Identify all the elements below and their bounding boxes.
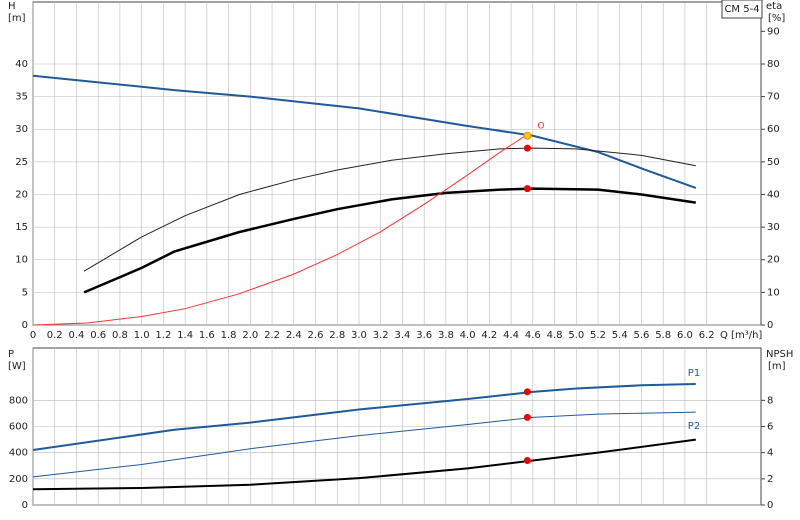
- x-tick-label: 3.4: [394, 330, 410, 341]
- y2-axis-label: NPSH: [766, 349, 793, 360]
- y-tick-label: 400: [9, 448, 28, 459]
- y-axis-unit: [m]: [8, 13, 26, 24]
- operating-point: [523, 388, 531, 396]
- y2-tick-label: 10: [767, 287, 780, 298]
- x-tick-label: 5.6: [634, 330, 650, 341]
- x-axis-label: Q [m³/h]: [720, 330, 762, 341]
- y2-tick-label: 60: [767, 124, 780, 135]
- y-tick-label: 0: [22, 320, 28, 331]
- operating-point: [523, 185, 531, 193]
- x-tick-label: 4.8: [547, 330, 563, 341]
- x-tick-label: 4.4: [503, 330, 519, 341]
- y-tick-label: 35: [15, 92, 28, 103]
- x-tick-label: 1.6: [199, 330, 215, 341]
- x-tick-label: 2.4: [286, 330, 302, 341]
- x-tick-label: 2.8: [329, 330, 345, 341]
- x-tick-label: 0.4: [69, 330, 85, 341]
- curve: [32, 74, 697, 189]
- y-axis-unit: [W]: [8, 361, 26, 372]
- x-tick-label: 3.2: [373, 330, 389, 341]
- plot-area: [32, 1, 762, 326]
- operating-point: [523, 131, 532, 140]
- y2-tick-label: 50: [767, 157, 780, 168]
- curve: [83, 147, 696, 272]
- x-tick-label: 0: [30, 330, 36, 341]
- series-label: P2: [688, 421, 700, 432]
- x-tick-label: 1.0: [134, 330, 150, 341]
- title-box: [721, 0, 763, 19]
- curve: [83, 187, 696, 294]
- y2-tick-label: 80: [767, 59, 780, 70]
- x-tick-label: 3.0: [351, 330, 367, 341]
- x-tick-label: 4.2: [481, 330, 497, 341]
- y-tick-label: 200: [9, 474, 28, 485]
- x-tick-label: 5.8: [655, 330, 671, 341]
- y2-tick-label: 0: [767, 320, 773, 331]
- y-tick-label: 600: [9, 422, 28, 433]
- series-label: P1: [688, 368, 700, 379]
- y2-axis-unit: [m]: [768, 361, 786, 372]
- y2-tick-label: 40: [767, 189, 780, 200]
- x-tick-label: 1.2: [155, 330, 171, 341]
- y2-tick-label: 70: [767, 92, 780, 103]
- curve: [32, 411, 696, 478]
- x-tick-label: 1.8: [221, 330, 237, 341]
- x-tick-label: 3.6: [416, 330, 432, 341]
- operating-point: [523, 144, 531, 152]
- x-tick-label: 1.4: [177, 330, 193, 341]
- y2-tick-label: 6: [767, 422, 773, 433]
- y2-axis-label: eta: [766, 1, 782, 12]
- y2-tick-label: 4: [767, 448, 773, 459]
- y-tick-label: 800: [9, 395, 28, 406]
- x-tick-label: 6.0: [677, 330, 693, 341]
- y2-tick-label: 8: [767, 395, 773, 406]
- x-tick-label: 0.6: [90, 330, 106, 341]
- y-tick-label: 15: [15, 222, 28, 233]
- y-tick-label: 0: [22, 500, 28, 511]
- y2-axis-unit: [%]: [768, 13, 785, 24]
- y2-tick-label: 30: [767, 222, 780, 233]
- y-tick-label: 5: [22, 287, 28, 298]
- x-tick-label: 5.0: [568, 330, 584, 341]
- x-tick-label: 2.6: [308, 330, 324, 341]
- x-tick-label: 0.8: [112, 330, 128, 341]
- annotation: O: [537, 121, 544, 131]
- curve: [32, 438, 696, 491]
- x-tick-label: 4.6: [525, 330, 541, 341]
- x-tick-label: 2.0: [242, 330, 258, 341]
- y2-tick-label: 90: [767, 26, 780, 37]
- y-tick-label: 40: [15, 59, 28, 70]
- x-tick-label: 3.8: [438, 330, 454, 341]
- x-tick-label: 2.2: [264, 330, 280, 341]
- y-tick-label: 25: [15, 157, 28, 168]
- y-axis-label: H: [8, 1, 16, 12]
- x-tick-label: 6.2: [699, 330, 715, 341]
- y-tick-label: 10: [15, 255, 28, 266]
- operating-point: [523, 457, 531, 465]
- y-axis-label: P: [8, 349, 14, 360]
- x-tick-label: 5.4: [612, 330, 628, 341]
- y-tick-label: 20: [15, 189, 28, 200]
- y2-tick-label: 2: [767, 474, 773, 485]
- x-tick-label: 0.2: [47, 330, 63, 341]
- operating-point: [523, 413, 531, 421]
- chart-title: CM 5-4: [724, 4, 759, 15]
- y-tick-label: 30: [15, 124, 28, 135]
- curve: [32, 134, 528, 326]
- curve: [32, 382, 696, 452]
- y2-tick-label: 20: [767, 255, 780, 266]
- x-tick-label: 5.2: [590, 330, 606, 341]
- y2-tick-label: 0: [767, 500, 773, 511]
- x-tick-label: 4.0: [460, 330, 476, 341]
